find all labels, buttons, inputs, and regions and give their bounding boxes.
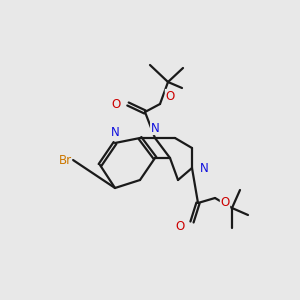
Text: O: O xyxy=(111,98,121,110)
Text: O: O xyxy=(165,89,175,103)
Text: N: N xyxy=(200,161,208,175)
Text: N: N xyxy=(111,127,119,140)
Text: O: O xyxy=(220,196,230,208)
Text: N: N xyxy=(151,122,159,134)
Text: Br: Br xyxy=(58,154,72,166)
Text: O: O xyxy=(176,220,184,232)
